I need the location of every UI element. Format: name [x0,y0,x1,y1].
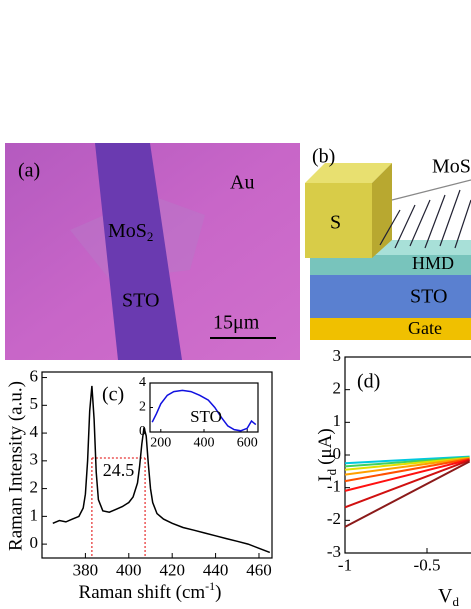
annotation-label: 24.5 [103,460,135,480]
molecules [379,179,471,249]
x-axis-label: Vd [438,585,459,609]
panel-a: (a) Au MoS2 STO 15μm [5,143,300,360]
y-tick-label: 2 [333,379,342,398]
text: (μA) [315,428,336,465]
x-tick-label: 600 [237,435,258,450]
data-line [344,457,470,483]
y-tick-label: 3 [333,346,342,365]
text: V [438,585,453,607]
x-tick-label: 200 [150,435,171,450]
data-line [52,385,271,554]
text: MoS [108,220,147,242]
y-tick-label: -2 [327,509,341,528]
hmd-layer [310,255,471,275]
source-side [372,163,392,258]
data-line [151,389,257,432]
y-tick-label: 3 [30,450,39,469]
y-tick-label: 2 [30,478,39,497]
data-line [344,458,470,492]
label-sto: STO [410,286,447,308]
data-line [344,456,470,468]
data-line [344,460,471,528]
label-gate: Gate [408,318,442,338]
x-tick-label: 440 [203,561,229,580]
y-tick-label: -3 [327,542,341,561]
label-source: S [330,212,341,234]
y-tick-label: 5 [30,394,39,413]
y-tick-label: 2 [139,400,146,415]
label-mos2: MoS [432,156,471,178]
data-line [344,459,470,509]
text: 2 [147,229,154,244]
panel-label: (d) [357,371,380,393]
gate-layer [310,318,471,340]
series-label: STO [190,407,222,426]
x-tick-label: -0.5 [414,556,441,575]
label-sto: STO [122,290,159,312]
y-tick-label: 1 [333,411,342,430]
scale-label: 15μm [213,312,260,334]
y-tick-label: 0 [139,424,146,439]
y-tick-label: 6 [30,366,39,385]
label-hmd: HMD [412,253,454,273]
data-line [344,457,470,476]
y-tick-label: 1 [30,505,39,524]
text: -1 [205,579,215,593]
panel-label: (b) [312,146,335,168]
x-tick-label: 420 [159,561,185,580]
panel-label: (a) [18,160,40,182]
y-axis-label: Raman Intensity (a.u.) [5,381,26,551]
sto-layer [310,275,471,318]
y-tick-label: 4 [30,422,39,441]
x-tick-label: 460 [246,561,272,580]
data-line [344,456,470,471]
panel-b: (b) MoS S HMD STO Gate [305,146,471,340]
text: d [452,594,459,609]
x-axis-label: Raman shift (cm-1) [79,579,222,604]
plot-frame [41,371,273,559]
data-line [344,455,470,465]
y-tick-label: 0 [333,444,342,463]
x-tick-label: 380 [73,561,99,580]
source-front [305,183,372,258]
y-tick-label: 0 [30,533,39,552]
label-mos2: MoS2 [108,220,153,244]
source-top [305,163,392,183]
x-tick-label: -1 [338,556,352,575]
label-au: Au [230,172,254,194]
panel-label: (c) [102,384,124,406]
x-tick-label: 400 [116,561,142,580]
text: I [315,475,336,481]
y-tick-label: -1 [327,477,341,496]
sto-strip [95,143,182,360]
text: ) [215,582,221,603]
text: d [324,468,339,475]
x-tick-label: 400 [194,435,215,450]
y-axis-label: Id (μA) [315,428,339,481]
text: Raman shift (cm [79,582,206,603]
y-tick-label: 4 [139,375,146,390]
